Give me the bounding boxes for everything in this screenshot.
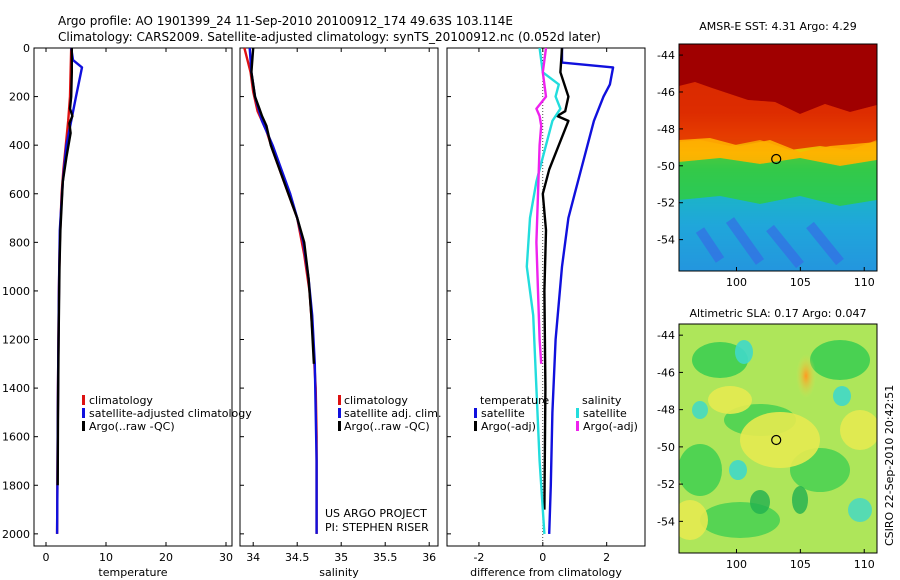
series-line-3: [56, 48, 74, 486]
map-x-tick-label: 110: [854, 558, 875, 571]
map-y-tick-label: -50: [657, 160, 675, 173]
series-line-3: [525, 47, 562, 534]
y-tick-label: 1200: [2, 334, 30, 347]
legend-swatch-sal-argo: [576, 421, 579, 431]
map-y-tick-label: -48: [657, 404, 675, 417]
y-tick-label: 600: [9, 188, 30, 201]
difference-axes: [446, 47, 646, 547]
x-axis-label: difference from climatology: [470, 566, 622, 579]
legend-swatch-satellite: [338, 408, 341, 418]
x-axis-label: salinity: [319, 566, 359, 579]
legend-title-temperature: temperature: [480, 394, 549, 407]
temperature-axes: [33, 47, 233, 547]
legend-label-sal-argo: Argo(-adj): [583, 420, 638, 433]
map-y-tick-label: -50: [657, 441, 675, 454]
map-y-tick-label: -44: [657, 329, 675, 342]
legend-swatch-temp-argo: [474, 421, 477, 431]
series-line-2: [248, 47, 318, 534]
legend-swatch-argo: [338, 421, 341, 431]
y-tick-label: 2000: [2, 528, 30, 541]
legend-title-salinity: salinity: [582, 394, 622, 407]
legend-swatch-climatology: [338, 395, 341, 405]
x-tick-label: -2: [473, 551, 484, 564]
sla-map-axes: 100 105 110 -44 -46 -48 -50 -52 -54: [657, 329, 875, 571]
timestamp-label: CSIRO 22-Sep-2010 20:42:51: [883, 385, 896, 546]
map-y-tick-label: -44: [657, 49, 675, 62]
legend-swatch-climatology: [82, 395, 85, 405]
header-line-2: Climatology: CARS2009. Satellite-adjuste…: [58, 30, 601, 44]
series-line-3: [250, 47, 316, 364]
x-tick-label: 36: [422, 551, 436, 564]
series-line-1: [548, 48, 615, 534]
x-axis-label: temperature: [98, 566, 167, 579]
legend-swatch-sal-satellite: [576, 408, 579, 418]
temperature-plot: 0 10 20 30 0 200 400 600 800 1000 1200 1400 1600 1800…: [2, 42, 233, 579]
salinity-plot: 34 34.5 35 35.5 36 salinity: [240, 47, 436, 579]
y-tick-label: 200: [9, 91, 30, 104]
y-tick-label: 800: [9, 236, 30, 249]
header-line-1: Argo profile: AO 1901399_24 11-Sep-2010 …: [58, 14, 513, 28]
map-y-tick-label: -52: [657, 197, 675, 210]
series-line-2: [541, 47, 570, 510]
legend-label-satellite: satellite adj. clim.: [344, 407, 441, 420]
map-y-tick-label: -46: [657, 366, 675, 379]
y-tick-label: 1800: [2, 479, 30, 492]
y-tick-label: 0: [23, 42, 30, 55]
legend-label-temp-argo: Argo(-adj): [481, 420, 536, 433]
y-tick-label: 400: [9, 139, 30, 152]
map-y-tick-label: -52: [657, 478, 675, 491]
map-x-tick-label: 100: [726, 558, 747, 571]
x-tick-label: 10: [99, 551, 113, 564]
series-line-1: [243, 47, 318, 534]
y-tick-label: 1000: [2, 285, 30, 298]
sst-map-axes: 100 105 110 -44 -46 -48 -50 -52 -54: [657, 49, 875, 289]
map-x-tick-label: 100: [726, 276, 747, 289]
map-x-tick-label: 105: [790, 558, 811, 571]
salinity-legend: climatology satellite adj. clim. Argo(..…: [338, 394, 441, 433]
argo-location-marker: [771, 434, 782, 446]
map-x-tick-label: 105: [790, 276, 811, 289]
legend-label-climatology: climatology: [344, 394, 408, 407]
legend-label-argo: Argo(..raw -QC): [344, 420, 430, 433]
sla-map-frame: [678, 323, 878, 554]
sla-map-title: Altimetric SLA: 0.17 Argo: 0.047: [689, 307, 866, 320]
x-tick-label: 34: [246, 551, 260, 564]
legend-swatch-argo: [82, 421, 85, 431]
series-line-4: [535, 47, 548, 364]
map-y-tick-label: -54: [657, 515, 675, 528]
sst-heatmap: [679, 44, 877, 271]
x-tick-label: 30: [219, 551, 233, 564]
x-tick-label: 0: [539, 551, 546, 564]
legend-swatch-satellite: [82, 408, 85, 418]
x-tick-label: 0: [43, 551, 50, 564]
x-tick-label: 2: [603, 551, 610, 564]
legend-swatch-temp-satellite: [474, 408, 477, 418]
map-x-tick-label: 110: [854, 276, 875, 289]
sst-map-frame: [678, 43, 878, 272]
map-y-tick-label: -54: [657, 234, 675, 247]
argo-location-marker: [771, 153, 782, 165]
difference-legend: temperature satellite Argo(-adj) salinit…: [474, 394, 638, 433]
x-tick-label: 20: [159, 551, 173, 564]
sla-heatmap: [679, 324, 877, 553]
x-tick-label: 35: [334, 551, 348, 564]
difference-plot: -2 0 2 difference from climatology: [447, 47, 622, 579]
project-label: US ARGO PROJECT: [325, 507, 427, 520]
y-tick-label: 1400: [2, 382, 30, 395]
sst-map-title: AMSR-E SST: 4.31 Argo: 4.29: [699, 20, 857, 33]
map-y-tick-label: -46: [657, 86, 675, 99]
y-tick-label: 1600: [2, 431, 30, 444]
legend-label-satellite: satellite-adjusted climatology: [89, 407, 252, 420]
pi-label: PI: STEPHEN RISER: [325, 521, 429, 534]
salinity-axes: [239, 47, 439, 547]
legend-label-sal-satellite: satellite: [583, 407, 627, 420]
map-y-tick-label: -48: [657, 123, 675, 136]
x-tick-label: 35.5: [373, 551, 398, 564]
x-tick-label: 34.5: [285, 551, 310, 564]
temperature-legend: climatology satellite-adjusted climatolo…: [82, 394, 252, 433]
legend-label-temp-satellite: satellite: [481, 407, 525, 420]
legend-label-argo: Argo(..raw -QC): [89, 420, 175, 433]
legend-label-climatology: climatology: [89, 394, 153, 407]
